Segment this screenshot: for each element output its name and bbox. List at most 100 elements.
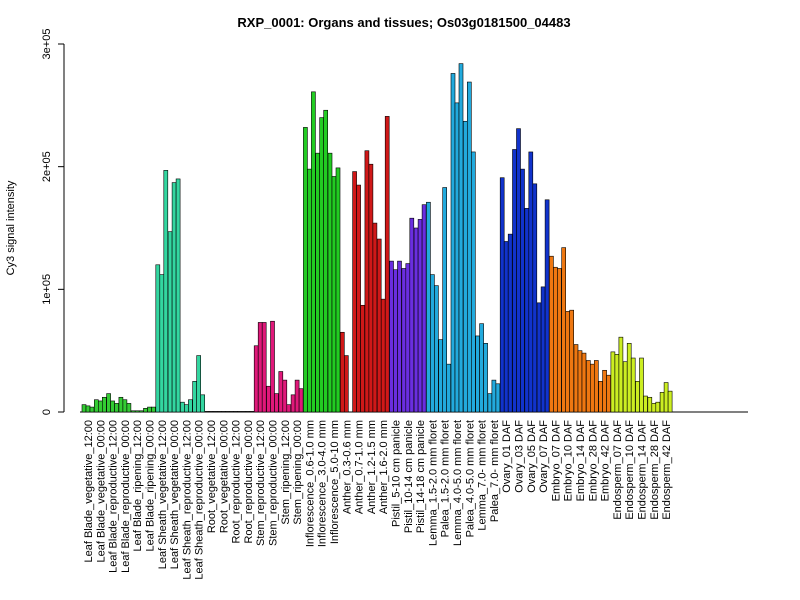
x-tick-label: Leaf Sheath_vegetative_00:00 [169, 420, 181, 569]
x-tick-label: Leaf Blade_reproductive_12:00 [108, 420, 120, 573]
bar [544, 199, 550, 413]
bar [589, 363, 595, 413]
bar [614, 354, 620, 413]
bar [241, 411, 247, 413]
bar [184, 404, 189, 413]
bar [102, 396, 107, 413]
bar [278, 371, 284, 413]
bar [573, 344, 579, 413]
y-tick-label: 2e+05 [41, 151, 53, 182]
bar [401, 268, 407, 413]
bar [303, 127, 308, 413]
bar [118, 396, 124, 413]
x-tick-label: Embryo_14 DAF [575, 420, 587, 502]
bar [549, 255, 554, 413]
bar [147, 406, 152, 413]
bar [167, 231, 173, 413]
bar [426, 201, 431, 413]
bar [114, 403, 119, 413]
bar [294, 379, 300, 413]
bar [409, 217, 415, 413]
bar [643, 395, 648, 413]
bar [430, 274, 435, 413]
bar [266, 385, 271, 413]
bar [462, 120, 468, 413]
bar [327, 152, 333, 413]
bar [233, 411, 238, 413]
bar [315, 152, 321, 413]
bars [81, 63, 673, 413]
bar [458, 63, 464, 413]
bar [593, 360, 599, 413]
bar [376, 238, 382, 413]
x-tick-label: Palea_1.5-2.0 mm floret [440, 420, 452, 537]
bar [282, 379, 288, 413]
x-tick-label: Leaf Blade_vegetative_12:00 [83, 420, 95, 563]
x-tick-label: Lemma_4.0-5.0 mm floret [452, 420, 464, 546]
x-tick-label: Stem_reproductive_12:00 [255, 420, 267, 546]
x-tick-label: Leaf Blade_ripening_12:00 [132, 420, 144, 552]
x-tick-label: Stem_ripening_00:00 [292, 420, 304, 525]
x-tick-label: Stem_ripening_12:00 [280, 420, 292, 525]
bar [151, 406, 156, 413]
bar [307, 168, 312, 413]
bar [602, 369, 607, 413]
x-tick-label: Endosperm_07 DAF [612, 420, 624, 520]
bar [298, 388, 304, 413]
x-tick-label: Inflorescence_3.0-4.0 mm [317, 420, 329, 547]
bar [196, 355, 201, 413]
bar [208, 411, 214, 413]
x-tick-label: Root_vegetative_00:00 [218, 420, 230, 533]
bar [393, 269, 398, 413]
bar [380, 298, 386, 413]
bar [516, 128, 521, 413]
bar [249, 411, 255, 413]
x-tick-label: Root_reproductive_00:00 [243, 420, 255, 544]
bar [667, 390, 673, 413]
x-tick-label: Anther_0.3-0.6 mm [341, 420, 353, 514]
bar [569, 309, 575, 413]
bar [499, 177, 505, 413]
x-tick-label: Endosperm_42 DAF [661, 420, 673, 520]
bar [413, 227, 419, 413]
chart-title: RXP_0001: Organs and tissues; Os03g01815… [237, 15, 570, 30]
bar [237, 411, 242, 413]
x-tick-label: Endosperm_14 DAF [637, 420, 649, 520]
x-tick-label: Lemma_1.5-2.0 mm floret [427, 420, 439, 546]
bar [274, 393, 279, 413]
bar [159, 274, 165, 413]
bar [270, 320, 275, 413]
bar [217, 411, 222, 413]
bar [610, 351, 616, 413]
bar [585, 360, 591, 413]
bar [143, 408, 148, 413]
x-tick-label: Leaf Sheath_reproductive_00:00 [194, 420, 206, 580]
bar [524, 208, 530, 413]
x-tick-label: Inflorescence_5.0-10 mm [329, 420, 341, 544]
x-tick-label: Anther_0.7-1.0 mm [354, 420, 366, 514]
bar [495, 383, 501, 413]
x-tick-label: Palea_4.0-5.0 mm floret [464, 420, 476, 537]
bar [532, 183, 538, 413]
bar [335, 167, 341, 413]
bar [360, 304, 365, 413]
x-tick-label: Leaf Sheath_reproductive_12:00 [181, 420, 193, 580]
bar [331, 176, 337, 413]
bar [384, 116, 390, 413]
bar [171, 182, 177, 413]
bar [475, 335, 480, 413]
x-tick-label: Embryo_10 DAF [563, 420, 575, 502]
x-tick-label: Embryo_07 DAF [550, 420, 562, 502]
x-tick-label: Leaf Blade_vegetative_00:00 [95, 420, 107, 563]
x-tick-label: Endosperm_28 DAF [649, 420, 661, 520]
x-tick-label: Ovary_03 DAF [514, 420, 526, 493]
bar [257, 322, 263, 413]
x-tick-label: Stem_reproductive_00:00 [268, 420, 280, 546]
x-tick-label: Pistil_5-10 cm panicle [391, 420, 403, 527]
bar [450, 73, 456, 413]
bar [606, 374, 611, 413]
bar [311, 91, 316, 413]
bar [200, 394, 205, 413]
bar [94, 399, 99, 413]
